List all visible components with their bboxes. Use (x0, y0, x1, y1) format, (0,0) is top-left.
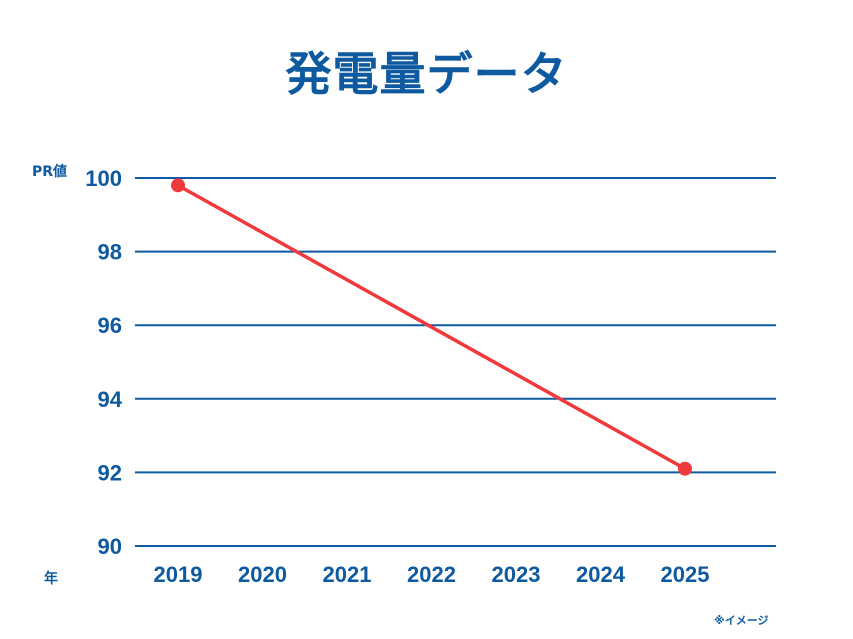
x-tick-label-2020: 2020 (238, 562, 287, 587)
series-line-0 (177, 183, 686, 471)
y-tick-label-94: 94 (98, 387, 123, 412)
y-tick-label-96: 96 (98, 313, 122, 338)
data-point-2019 (171, 178, 185, 193)
y-tick-label-100: 100 (85, 166, 122, 191)
y-tick-label-92: 92 (98, 460, 122, 485)
image-note: ※イメージ (714, 614, 769, 627)
x-tick-label-2025: 2025 (661, 562, 710, 587)
x-tick-label-2019: 2019 (154, 562, 203, 587)
y-axis-label: PR値 (32, 164, 68, 180)
y-tick-label-98: 98 (98, 240, 122, 265)
x-tick-label-2023: 2023 (492, 562, 541, 587)
x-tick-label-2024: 2024 (576, 562, 626, 587)
chart-title: 発電量データ (285, 47, 568, 101)
x-tick-label-2022: 2022 (407, 562, 456, 587)
y-tick-label-90: 90 (98, 534, 122, 559)
x-axis-label: 年 (44, 571, 58, 587)
data-point-2025 (678, 461, 692, 476)
x-tick-label-2021: 2021 (323, 562, 372, 587)
